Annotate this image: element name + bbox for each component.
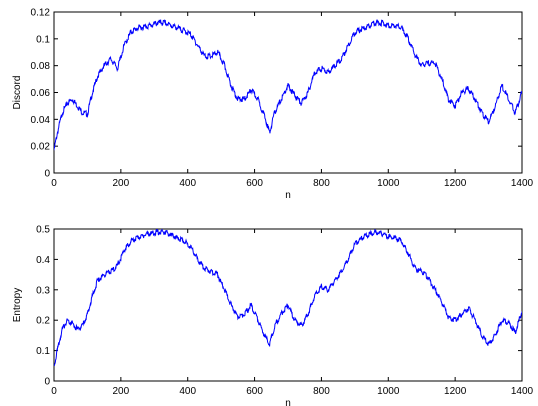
series-line [54,18,522,151]
x-tick-label: 1400 [511,386,534,397]
x-axis-label: n [285,190,291,201]
y-tick-label: 0.3 [36,285,50,296]
series-line [54,229,522,366]
y-tick-label: 0 [44,169,50,180]
x-tick-label: 800 [313,386,330,397]
entropy-plot: 0 200 400 600 800 1000 1200 1400 0 0.1 0.2 0.3 0.4 0.… [12,225,534,406]
x-axis-label: n [285,398,291,406]
x-tick-label: 200 [113,386,130,397]
x-tick-label: 400 [179,178,196,189]
y-tick-label: 0.5 [36,225,50,236]
x-tick-label: 1000 [377,178,400,189]
x-tick-label: 1200 [444,386,467,397]
axes-box [53,11,523,174]
x-tick-label: 0 [51,178,57,189]
x-tick-label: 0 [51,386,57,397]
y-tick-label: 0.1 [36,346,50,357]
y-tick-label: 0.4 [36,255,50,266]
axes-box [53,228,523,382]
discord-plot: 0 200 400 600 800 1000 1200 1400 0 0.02 0.04 0.06 0.… [12,8,534,202]
y-axis-label: Discord [12,76,23,110]
y-axis-label: Entropy [12,288,23,322]
y-tick-label: 0.04 [31,115,51,126]
y-tick-label: 0.1 [36,34,50,45]
x-tick-label: 1400 [511,178,534,189]
x-tick-label: 1200 [444,178,467,189]
y-tick-label: 0.2 [36,316,50,327]
x-tick-label: 400 [179,386,196,397]
x-tick-label: 600 [246,386,263,397]
x-tick-label: 1000 [377,386,400,397]
x-tick-label: 200 [113,178,130,189]
y-tick-label: 0 [44,377,50,388]
y-tick-label: 0.06 [31,88,51,99]
x-tick-label: 800 [313,178,330,189]
y-tick-label: 0.12 [31,8,51,19]
y-tick-label: 0.08 [31,61,51,72]
y-tick-label: 0.02 [31,142,51,153]
x-tick-label: 600 [246,178,263,189]
